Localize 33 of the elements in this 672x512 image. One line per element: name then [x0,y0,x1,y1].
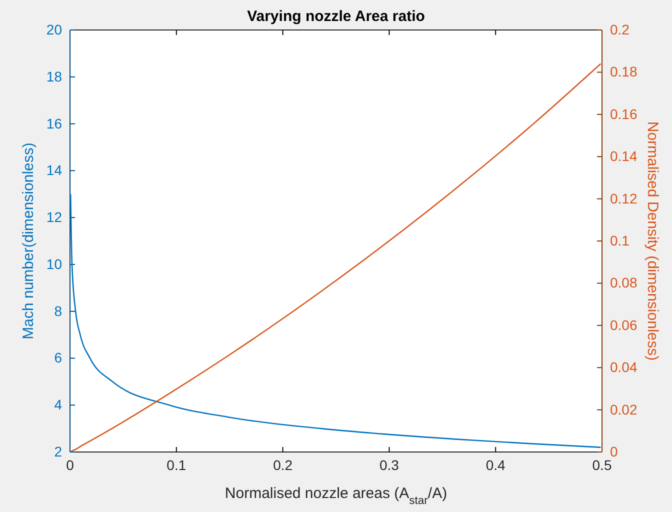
y-tick-label: 6 [54,350,62,366]
x-tick-label: 0.4 [486,456,506,473]
y2-tick-label: 0.04 [610,359,638,376]
y2-tick-label: 0.2 [610,21,630,38]
x-tick-label: 0.2 [273,456,293,473]
x-tick-label: 0.1 [166,456,186,473]
y-tick-label: 14 [46,162,62,178]
y-tick-label: 16 [46,115,62,132]
y-tick-label: 12 [46,209,62,226]
x-axis-title: Normalised nozzle areas (A$_{star}$/A) [224,485,448,507]
y2-tick-label: 0.06 [610,316,638,333]
y2-tick-label: 0.02 [610,401,638,418]
y-tick-label: 4 [54,396,62,413]
y2-tick-label: 0.1 [610,232,630,248]
y2-tick-label: 0.18 [610,64,638,80]
y2-tick-label: 0.14 [610,148,638,164]
y2-tick-label: 0.16 [610,106,638,122]
x-tick-label: 0 [66,456,74,473]
y-tick-label: 8 [54,302,62,319]
y2-tick-label: 0.08 [610,274,638,291]
x-tick-label: 0.3 [379,456,400,473]
y-axis-title: Mach number(dimensionless) [20,142,37,340]
y2-tick-label: 0.12 [610,190,638,206]
y2-axis-title: Normalised Density (dimensionless) [644,121,661,361]
y-tick-label: 18 [46,68,62,84]
x-tick-label: 0.5 [592,456,612,473]
y2-tick-label: 0 [610,443,618,460]
y-tick-label: 2 [54,443,62,460]
line-series [70,193,602,448]
chart-title: Varying nozzle Area ratio [247,8,425,25]
y-tick-label: 20 [46,21,62,38]
line-series [70,63,602,452]
y-tick-label: 10 [46,256,62,272]
